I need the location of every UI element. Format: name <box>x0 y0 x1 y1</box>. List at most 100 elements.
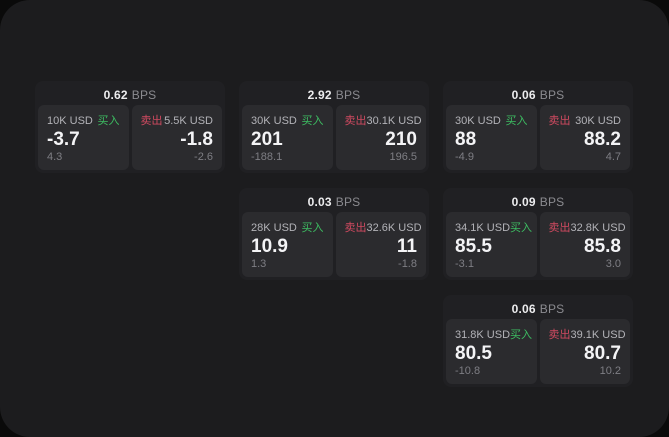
buy-panel-top: 30K USD 买入 <box>455 112 528 128</box>
sell-sub-value: 196.5 <box>389 151 417 163</box>
sell-size-label: 30.1K USD <box>366 115 422 127</box>
buy-price: 201 <box>251 128 283 150</box>
buy-side-label: 买入 <box>97 115 120 127</box>
sell-side-label: 卖出 <box>548 329 571 341</box>
sell-panel-top: 卖出 32.6K USD <box>344 219 422 235</box>
sell-price: 80.7 <box>584 342 621 364</box>
buy-panel-top: 31.8K USD 买入 <box>455 326 532 342</box>
buy-size-label: 28K USD <box>251 222 297 234</box>
buy-sub-value: -188.1 <box>251 151 283 163</box>
buy-side-label: 买入 <box>301 115 324 127</box>
sell-panel-top: 卖出 5.5K USD <box>141 112 214 128</box>
bps-value: 0.62 <box>103 87 128 102</box>
sell-size-label: 30K USD <box>575 115 621 127</box>
sell-panel[interactable]: 卖出 32.8K USD 85.8 3.0 <box>539 212 630 277</box>
bps-value: 0.09 <box>511 194 536 209</box>
sell-side-label: 卖出 <box>548 115 571 127</box>
sell-price: 85.8 <box>584 235 621 257</box>
sell-panel[interactable]: 卖出 30K USD 88.2 4.7 <box>539 105 630 170</box>
quote-card: 2.92 BPS 30K USD 买入 201 -188.1 卖出 30.1K … <box>239 81 429 173</box>
sell-sub-value: -2.6 <box>194 151 213 163</box>
sell-panel[interactable]: 卖出 30.1K USD 210 196.5 <box>335 105 426 170</box>
buy-side-label: 买入 <box>505 115 528 127</box>
sell-side-label: 卖出 <box>548 222 571 234</box>
quote-card: 0.09 BPS 34.1K USD 买入 85.5 -3.1 卖出 32.8K… <box>443 188 633 280</box>
quote-card: 0.06 BPS 31.8K USD 买入 80.5 -10.8 卖出 39.1… <box>443 295 633 387</box>
buy-sub-value: -10.8 <box>455 365 481 377</box>
buy-size-label: 30K USD <box>455 115 501 127</box>
buy-size-label: 34.1K USD <box>455 222 511 234</box>
sell-panel-top: 卖出 32.8K USD <box>548 219 626 235</box>
buy-panel-top: 10K USD 买入 <box>47 112 120 128</box>
bps-header: 0.06 BPS <box>446 298 630 319</box>
bps-unit-label: BPS <box>539 194 565 209</box>
quote-card: 0.03 BPS 28K USD 买入 10.9 1.3 卖出 32.6K US… <box>239 188 429 280</box>
bps-header: 0.62 BPS <box>38 84 222 105</box>
quote-panels: 31.8K USD 买入 80.5 -10.8 卖出 39.1K USD 80.… <box>446 319 630 384</box>
quote-panels: 28K USD 买入 10.9 1.3 卖出 32.6K USD 11 -1.8 <box>242 212 426 277</box>
buy-side-label: 买入 <box>510 329 533 341</box>
sell-side-label: 卖出 <box>344 222 367 234</box>
quote-card: 0.62 BPS 10K USD 买入 -3.7 4.3 卖出 5.5K USD <box>35 81 225 173</box>
sell-size-label: 32.6K USD <box>366 222 422 234</box>
quote-panels: 30K USD 买入 88 -4.9 卖出 30K USD 88.2 4.7 <box>446 105 630 170</box>
sell-size-label: 32.8K USD <box>570 222 626 234</box>
sell-size-label: 39.1K USD <box>570 329 626 341</box>
sell-panel-top: 卖出 30.1K USD <box>344 112 422 128</box>
buy-panel-top: 28K USD 买入 <box>251 219 324 235</box>
buy-side-label: 买入 <box>510 222 533 234</box>
buy-panel[interactable]: 30K USD 买入 88 -4.9 <box>446 105 537 170</box>
sell-sub-value: 10.2 <box>599 365 621 377</box>
sell-price: 210 <box>385 128 417 150</box>
buy-panel[interactable]: 28K USD 买入 10.9 1.3 <box>242 212 333 277</box>
bps-value: 2.92 <box>307 87 332 102</box>
sell-panel-top: 卖出 30K USD <box>549 112 622 128</box>
bps-header: 0.09 BPS <box>446 191 630 212</box>
sell-panel[interactable]: 卖出 5.5K USD -1.8 -2.6 <box>131 105 222 170</box>
sell-price: 11 <box>396 235 417 257</box>
buy-side-label: 买入 <box>301 222 324 234</box>
bps-unit-label: BPS <box>335 194 361 209</box>
quote-panels: 34.1K USD 买入 85.5 -3.1 卖出 32.8K USD 85.8… <box>446 212 630 277</box>
buy-price: -3.7 <box>47 128 80 150</box>
sell-panel[interactable]: 卖出 39.1K USD 80.7 10.2 <box>539 319 630 384</box>
quote-card-grid: 0.62 BPS 10K USD 买入 -3.7 4.3 卖出 5.5K USD <box>35 81 633 387</box>
buy-size-label: 30K USD <box>251 115 297 127</box>
buy-panel-top: 34.1K USD 买入 <box>455 219 532 235</box>
sell-sub-value: -1.8 <box>398 258 417 270</box>
buy-panel[interactable]: 34.1K USD 买入 85.5 -3.1 <box>446 212 537 277</box>
buy-sub-value: -3.1 <box>455 258 474 270</box>
bps-value: 0.06 <box>511 87 536 102</box>
bps-unit-label: BPS <box>539 87 565 102</box>
sell-panel[interactable]: 卖出 32.6K USD 11 -1.8 <box>335 212 426 277</box>
sell-sub-value: 3.0 <box>605 258 621 270</box>
buy-panel[interactable]: 30K USD 买入 201 -188.1 <box>242 105 333 170</box>
quote-panels: 10K USD 买入 -3.7 4.3 卖出 5.5K USD -1.8 -2.… <box>38 105 222 170</box>
bps-header: 2.92 BPS <box>242 84 426 105</box>
sell-side-label: 卖出 <box>344 115 367 127</box>
bps-value: 0.03 <box>307 194 332 209</box>
buy-price: 85.5 <box>455 235 492 257</box>
sell-price: -1.8 <box>180 128 213 150</box>
sell-sub-value: 4.7 <box>605 151 621 163</box>
sell-panel-top: 卖出 39.1K USD <box>548 326 626 342</box>
buy-size-label: 31.8K USD <box>455 329 511 341</box>
bps-unit-label: BPS <box>131 87 157 102</box>
quote-card: 0.06 BPS 30K USD 买入 88 -4.9 卖出 30K USD <box>443 81 633 173</box>
bps-value: 0.06 <box>511 301 536 316</box>
buy-sub-value: 4.3 <box>47 151 63 163</box>
buy-price: 88 <box>455 128 477 150</box>
sell-price: 88.2 <box>584 128 621 150</box>
bps-unit-label: BPS <box>539 301 565 316</box>
buy-panel[interactable]: 10K USD 买入 -3.7 4.3 <box>38 105 129 170</box>
sell-size-label: 5.5K USD <box>164 115 213 127</box>
bps-header: 0.06 BPS <box>446 84 630 105</box>
buy-sub-value: 1.3 <box>251 258 267 270</box>
buy-price: 10.9 <box>251 235 288 257</box>
buy-size-label: 10K USD <box>47 115 93 127</box>
buy-sub-value: -4.9 <box>455 151 474 163</box>
quote-panels: 30K USD 买入 201 -188.1 卖出 30.1K USD 210 1… <box>242 105 426 170</box>
bps-header: 0.03 BPS <box>242 191 426 212</box>
buy-panel[interactable]: 31.8K USD 买入 80.5 -10.8 <box>446 319 537 384</box>
